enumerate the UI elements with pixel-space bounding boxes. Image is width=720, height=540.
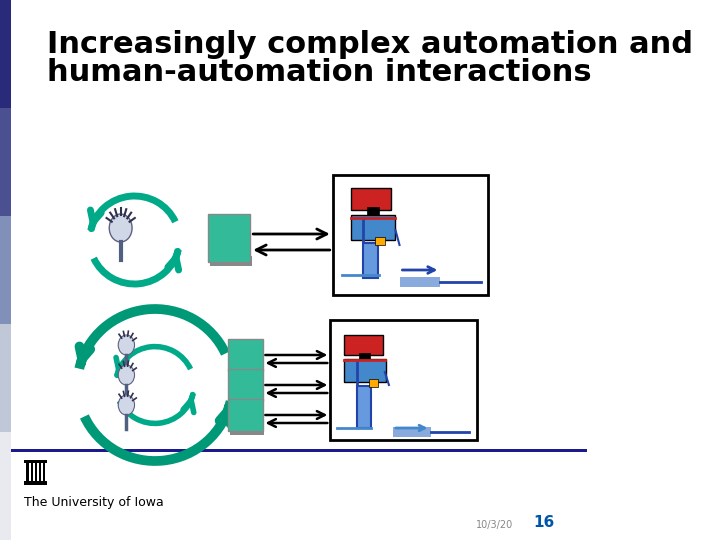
Bar (363, 243, 377, 278)
FancyBboxPatch shape (230, 425, 264, 435)
FancyBboxPatch shape (230, 365, 264, 375)
FancyBboxPatch shape (228, 369, 263, 401)
Bar (400, 277, 441, 287)
Bar (27, 463, 29, 481)
Bar (369, 379, 378, 387)
Bar (330, 320, 477, 440)
Text: 10/3/20: 10/3/20 (477, 520, 513, 530)
Bar (0, 0, 12, 108)
Bar (35, 463, 37, 481)
FancyBboxPatch shape (208, 214, 251, 262)
Circle shape (109, 214, 132, 242)
Bar (351, 215, 395, 240)
Bar (351, 188, 392, 210)
Text: human-automation interactions: human-automation interactions (48, 58, 592, 87)
Bar (12, 449, 587, 452)
Bar (344, 359, 387, 382)
Bar (0, 108, 12, 216)
Bar (0, 216, 12, 324)
Bar (344, 335, 383, 355)
Text: 16: 16 (534, 515, 554, 530)
Bar (367, 207, 379, 215)
Circle shape (118, 365, 135, 385)
Bar (39, 463, 41, 481)
Bar (357, 386, 371, 428)
Circle shape (118, 395, 135, 415)
FancyBboxPatch shape (230, 395, 264, 405)
FancyBboxPatch shape (228, 339, 263, 371)
Bar (393, 427, 431, 437)
Text: Increasingly complex automation and: Increasingly complex automation and (48, 30, 693, 59)
Bar (30, 463, 33, 481)
Bar (24, 481, 48, 485)
Text: The University of Iowa: The University of Iowa (24, 496, 164, 509)
Bar (0, 324, 12, 432)
Bar (0, 432, 12, 540)
Bar (359, 353, 370, 360)
Bar (24, 460, 48, 463)
Bar (333, 175, 487, 295)
Bar (375, 237, 385, 245)
FancyBboxPatch shape (228, 399, 263, 431)
FancyBboxPatch shape (210, 256, 252, 266)
Circle shape (118, 335, 135, 355)
Bar (42, 463, 45, 481)
